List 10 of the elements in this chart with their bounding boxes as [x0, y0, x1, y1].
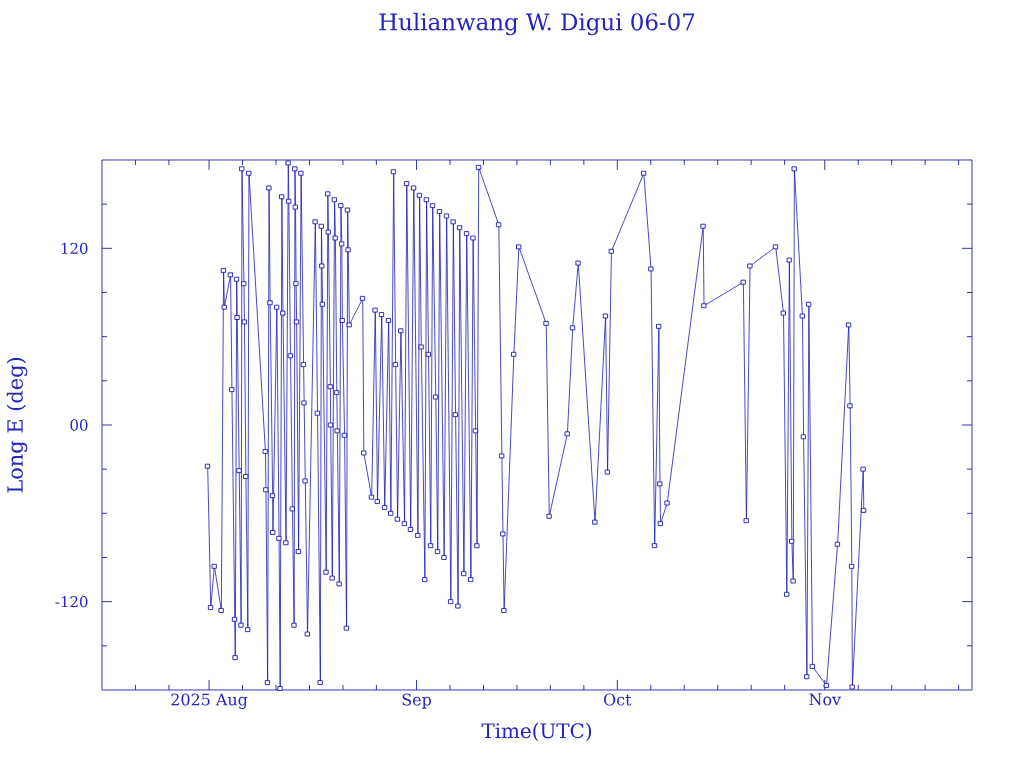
x-axis-title: Time(UTC) [481, 722, 592, 742]
x-tick-label: Oct [604, 693, 632, 706]
x-tick-label: 2025 Aug [171, 693, 248, 709]
y-axis-title: Long E (deg) [6, 357, 28, 493]
x-tick-label: Nov [809, 693, 841, 706]
y-tick-label: -120 [55, 596, 88, 608]
y-tick-label: 00 [70, 419, 88, 431]
y-tick-label: 120 [61, 242, 88, 254]
x-tick-label: Sep [402, 693, 432, 709]
chart-title: Hulianwang W. Digui 06-07 [379, 12, 695, 36]
